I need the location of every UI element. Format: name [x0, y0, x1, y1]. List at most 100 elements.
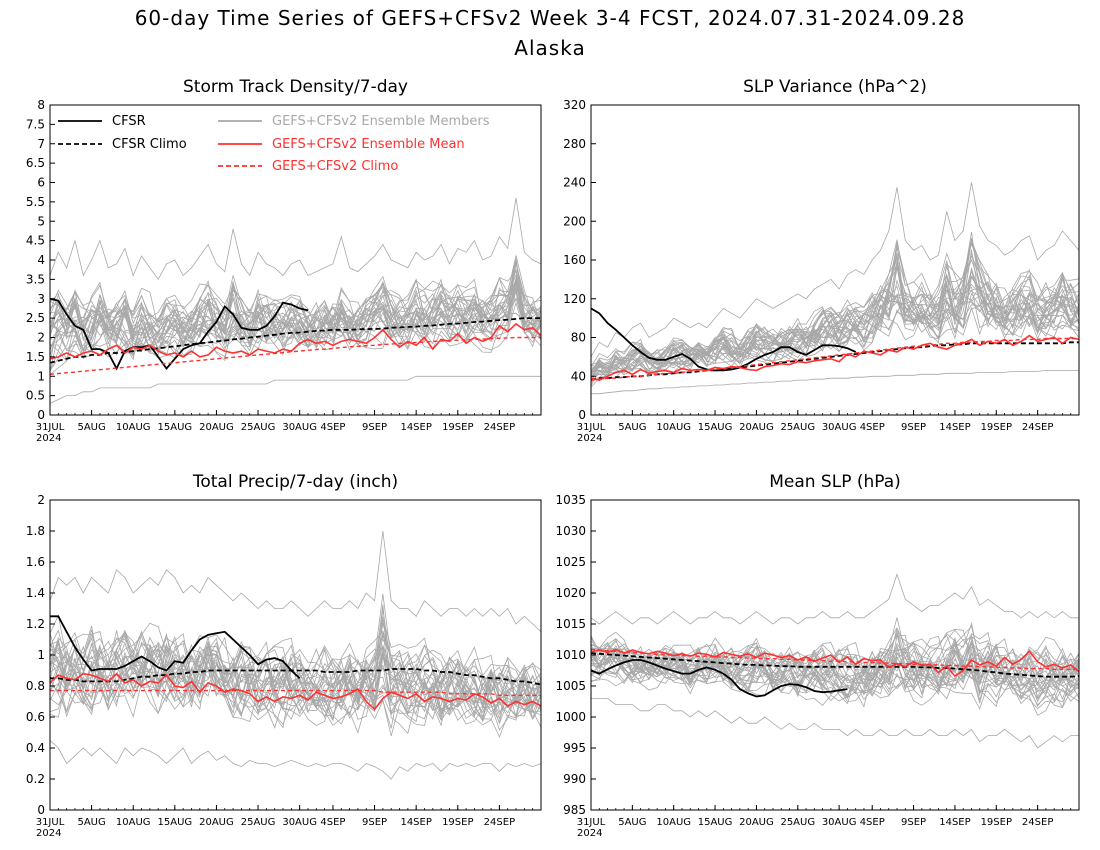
x-year-label: 2024 [36, 433, 61, 444]
member-line [590, 275, 1080, 379]
member-line [49, 740, 542, 780]
y-tick-label: 0.2 [26, 772, 45, 786]
x-tick-label: 10AUG [116, 817, 151, 828]
y-tick-label: 1015 [555, 617, 586, 631]
x-tick-label: 9SEP [901, 817, 926, 828]
x-tick-label: 19SEP [981, 817, 1012, 828]
member-line [590, 631, 1080, 705]
x-tick-label: 24SEP [484, 817, 515, 828]
member-line [591, 369, 1079, 395]
member-line [590, 642, 1080, 706]
figure-subtitle: Alaska [514, 36, 586, 60]
x-tick-label: 31JUL [36, 422, 65, 433]
series-ens-mean [49, 322, 542, 360]
x-tick-label: 10AUG [116, 422, 151, 433]
member-line [49, 618, 542, 719]
x-tick-label: 15AUG [698, 422, 733, 433]
y-tick-label: 1035 [555, 493, 586, 507]
y-tick-label: 0 [37, 408, 45, 422]
x-tick-label: 24SEP [1022, 422, 1053, 433]
x-year-label: 2024 [577, 828, 602, 839]
y-tick-label: 1000 [555, 710, 586, 724]
legend-label: CFSR Climo [112, 137, 187, 152]
x-tick-label: 9SEP [362, 817, 387, 828]
series-gefs-climo [49, 336, 541, 375]
x-tick-label: 20AUG [199, 817, 234, 828]
y-tick-label: 1030 [555, 524, 586, 538]
y-tick-label: 240 [563, 176, 586, 190]
y-tick-label: 1010 [555, 648, 586, 662]
y-tick-label: 1005 [555, 679, 586, 693]
member-line [49, 280, 542, 359]
member-line [590, 638, 1080, 700]
series-ens-mean [590, 648, 1080, 678]
series-cfsr [590, 659, 848, 698]
y-tick-label: 120 [563, 292, 586, 306]
x-tick-label: 15AUG [158, 422, 193, 433]
y-tick-label: 1 [37, 648, 45, 662]
member-line [49, 630, 542, 722]
member-line [49, 530, 542, 633]
panel-title: Storm Track Density/7-day [183, 77, 408, 97]
y-tick-label: 5.5 [26, 195, 45, 209]
y-tick-label: 1.4 [26, 586, 45, 600]
member-line [49, 278, 542, 348]
series-gefs-climo [50, 689, 541, 696]
y-tick-label: 1.8 [26, 524, 45, 538]
x-tick-label: 30AUG [282, 817, 317, 828]
series-gefs-climo [590, 337, 1079, 381]
x-tick-label: 31JUL [36, 817, 65, 828]
member-line [590, 573, 1079, 625]
x-tick-label: 4SEP [320, 817, 345, 828]
member-line [49, 632, 542, 727]
y-tick-label: 1020 [555, 586, 586, 600]
x-tick-label: 30AUG [822, 422, 857, 433]
series-cfsr [50, 615, 301, 679]
x-tick-label: 14SEP [939, 817, 970, 828]
x-tick-label: 25AUG [241, 422, 276, 433]
plot-frame [590, 104, 1080, 416]
chart-panel: Mean SLP (hPa) 985 990 995 1000 1005 1010 1015 1… [555, 472, 1080, 839]
chart-panel: Storm Track Density/7-day 0 0.5 1 1.5 2 2.5 3 3.… [26, 77, 542, 444]
series-cfsr-climo [50, 668, 542, 686]
x-tick-label: 5AUG [77, 422, 105, 433]
x-tick-label: 4SEP [860, 817, 885, 828]
x-tick-label: 14SEP [400, 422, 431, 433]
y-tick-label: 1.2 [26, 617, 45, 631]
x-tick-label: 30AUG [282, 422, 317, 433]
y-tick-label: 2.5 [26, 311, 45, 325]
member-line [49, 630, 542, 726]
y-tick-label: 200 [563, 214, 586, 228]
panel-title: SLP Variance (hPa^2) [743, 77, 927, 97]
y-tick-label: 6 [37, 176, 45, 190]
y-tick-label: 320 [563, 98, 586, 112]
member-line [49, 614, 542, 722]
member-line [49, 280, 542, 356]
series-cfsr [49, 297, 309, 371]
series-ens-mean [590, 334, 1080, 381]
x-tick-label: 14SEP [400, 817, 431, 828]
y-tick-label: 1.5 [26, 350, 45, 364]
y-tick-label: 40 [571, 369, 586, 383]
member-line [49, 631, 542, 738]
x-tick-label: 20AUG [199, 422, 234, 433]
y-tick-label: 3.5 [26, 272, 45, 286]
member-line [590, 638, 1080, 704]
y-tick-label: 990 [563, 772, 586, 786]
y-tick-label: 0.8 [26, 679, 45, 693]
member-line [49, 630, 542, 725]
x-tick-label: 9SEP [362, 422, 387, 433]
member-line [49, 282, 542, 352]
y-tick-label: 995 [563, 741, 586, 755]
member-line [49, 593, 542, 723]
y-tick-label: 2 [37, 331, 45, 345]
x-tick-label: 20AUG [739, 817, 774, 828]
x-tick-label: 19SEP [442, 422, 473, 433]
member-line [591, 698, 1079, 749]
x-tick-label: 5AUG [77, 817, 105, 828]
member-line [590, 635, 1080, 716]
x-tick-label: 25AUG [241, 817, 276, 828]
y-tick-label: 0.6 [26, 710, 45, 724]
y-tick-label: 80 [571, 331, 586, 345]
